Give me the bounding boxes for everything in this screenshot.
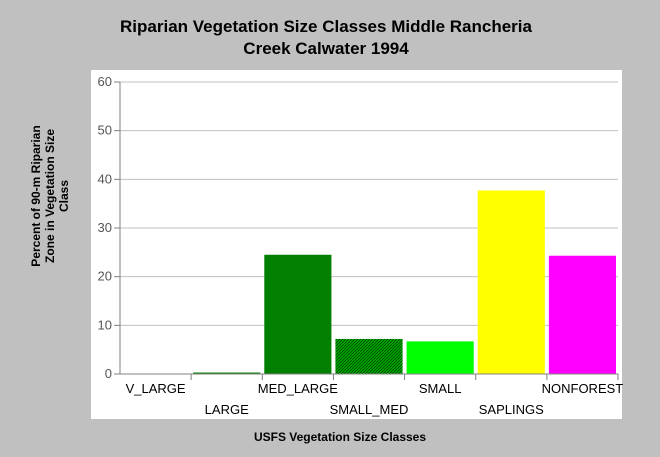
bars [193,190,616,374]
bar-nonforest [548,255,616,374]
x-tick-label: LARGE [205,402,249,417]
y-tick-label: 30 [98,220,112,235]
bar-med-large [264,254,332,374]
x-axis-title: USFS Vegetation Size Classes [254,430,426,444]
x-tick-label: MED_LARGE [258,381,339,396]
y-axis-title-line-3: Class [57,180,71,212]
y-tick-label: 60 [98,74,112,89]
chart-title-line-2: Creek Calwater 1994 [243,39,409,58]
x-tick-label: NONFOREST [542,381,624,396]
y-tick-label: 50 [98,123,112,138]
y-tick-label: 10 [98,317,112,332]
y-ticks: 0 10 20 30 40 50 60 [98,74,120,381]
y-axis-title-line-1: Percent of 90-m Riparian [29,125,43,266]
x-tick-label: SMALL_MED [330,402,409,417]
x-tick-label: SAPLINGS [479,402,544,417]
y-axis-title-line-2: Zone in Vegetation Size [43,129,57,263]
chart-title-line-1: Riparian Vegetation Size Classes Middle … [120,17,532,36]
y-tick-label: 40 [98,171,112,186]
bar-small [406,341,474,374]
x-tick-label: V_LARGE [126,381,186,396]
y-axis-title: Percent of 90-m Riparian Zone in Vegetat… [29,125,71,266]
bar-large [193,372,261,374]
y-tick-label: 20 [98,269,112,284]
y-tick-label: 0 [105,366,112,381]
x-tick-label: SMALL [419,381,462,396]
bar-saplings [477,190,545,374]
x-ticks: V_LARGE LARGE MED_LARGE SMALL_MED SMALL SAPLI… [126,374,624,417]
bar-small-med [335,338,403,374]
grid [120,81,618,326]
